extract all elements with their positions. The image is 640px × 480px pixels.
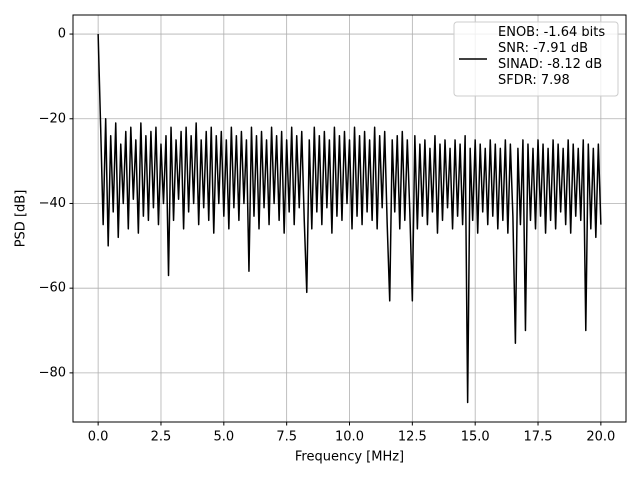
x-tick-label: 17.5 (524, 430, 553, 445)
y-tick-label: −60 (39, 281, 66, 296)
x-tick-label: 15.0 (461, 430, 490, 445)
y-tick-label: −20 (39, 111, 66, 126)
ticks: 0.0 2.5 5.0 7.5 10.0 12.5 15.0 17.5 20.0 −80 −60 −4… (39, 27, 616, 445)
x-tick-label: 7.5 (276, 430, 297, 445)
x-tick-label: 10.0 (335, 430, 364, 445)
x-tick-label: 20.0 (586, 430, 615, 445)
y-axis-label: PSD [dB] (14, 190, 29, 248)
x-tick-label: 2.5 (151, 430, 172, 445)
y-tick-label: −80 (39, 365, 66, 380)
x-tick-label: 5.0 (213, 430, 234, 445)
legend-label: ENOB: -1.64 bits SNR: -7.91 dB SINAD: -8… (498, 25, 606, 88)
y-tick-label: 0 (58, 27, 66, 42)
x-tick-label: 12.5 (398, 430, 427, 445)
x-axis-label: Frequency [MHz] (295, 450, 404, 465)
plot-area (97, 34, 602, 404)
y-tick-label: −40 (39, 196, 66, 211)
x-tick-label: 0.0 (88, 430, 109, 445)
legend (453, 21, 619, 97)
psd-line (97, 34, 602, 404)
legend-box (453, 21, 619, 97)
